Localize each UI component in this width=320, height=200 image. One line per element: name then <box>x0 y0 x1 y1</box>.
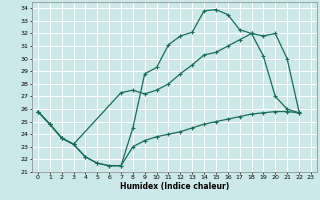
X-axis label: Humidex (Indice chaleur): Humidex (Indice chaleur) <box>120 182 229 191</box>
